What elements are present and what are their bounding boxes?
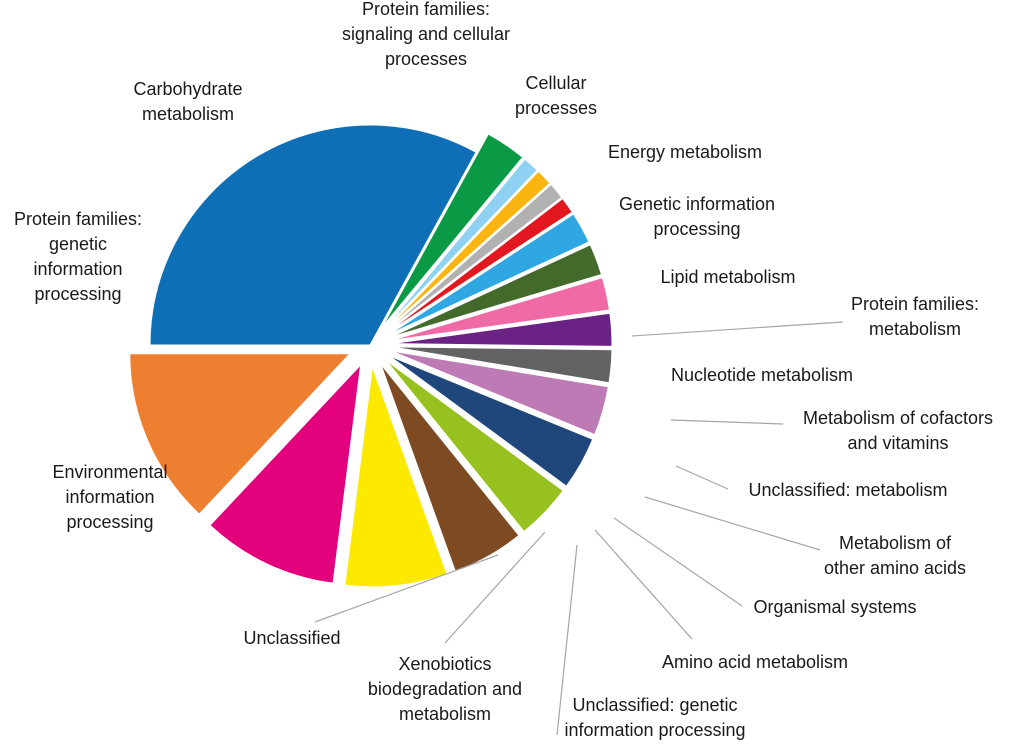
- slice-label-15: Cellular processes: [515, 73, 597, 118]
- slice-label-1: Environmental information processing: [52, 462, 167, 532]
- pie-slice-7: [388, 213, 590, 335]
- slice-label-16: Protein families: signaling and cellular p…: [342, 0, 510, 69]
- slice-label-7: Metabolism of other amino acids: [824, 533, 966, 578]
- slice-label-17: Carbohydrate metabolism: [133, 79, 242, 124]
- leader-line-7: [644, 496, 821, 551]
- pie-slice-13: [388, 355, 594, 487]
- leader-line-4: [556, 544, 578, 736]
- slice-label-3: Xenobiotics biodegradation and metabolism: [368, 654, 522, 724]
- slice-label-6: Organismal systems: [753, 597, 916, 617]
- pie-slice-4: [385, 170, 551, 331]
- pie-slice-2: [381, 133, 524, 328]
- slice-label-14: Energy metabolism: [608, 142, 762, 162]
- slice-label-5: Amino acid metabolism: [662, 652, 848, 672]
- pie-slice-9: [391, 277, 610, 341]
- pie-slice-8: [390, 244, 603, 338]
- pie-slice-11: [391, 346, 613, 384]
- leader-line-9: [670, 419, 784, 425]
- slice-label-8: Unclassified: metabolism: [748, 480, 947, 500]
- slice-label-18: Protein families: genetic information proce…: [14, 209, 142, 304]
- pie-slice-10: [391, 312, 613, 347]
- slice-label-13: Genetic information processing: [619, 194, 775, 239]
- leader-line-5: [594, 529, 693, 640]
- leader-line-11: [631, 321, 844, 337]
- pie-slice-18: [129, 353, 351, 515]
- leader-line-6: [613, 517, 743, 607]
- slice-label-11: Protein families: metabolism: [851, 294, 979, 339]
- pie-slice-3: [384, 158, 538, 329]
- pie-slice-1: [149, 124, 477, 346]
- leader-line-8: [675, 465, 729, 490]
- leader-line-2: [314, 554, 499, 623]
- pie-slice-6: [387, 197, 573, 333]
- pie-slice-17: [209, 363, 362, 584]
- pie-slice-12: [390, 350, 609, 436]
- slice-label-10: Nucleotide metabolism: [671, 365, 853, 385]
- pie-slice-14: [385, 359, 564, 533]
- slice-label-9: Metabolism of cofactors and vitamins: [803, 408, 993, 453]
- slice-label-4: Unclassified: genetic information process…: [564, 695, 745, 740]
- slice-label-2: Unclassified: [243, 628, 340, 648]
- pie-slice-5: [386, 183, 563, 332]
- leader-line-3: [444, 531, 546, 644]
- slice-label-12: Lipid metabolism: [660, 267, 795, 287]
